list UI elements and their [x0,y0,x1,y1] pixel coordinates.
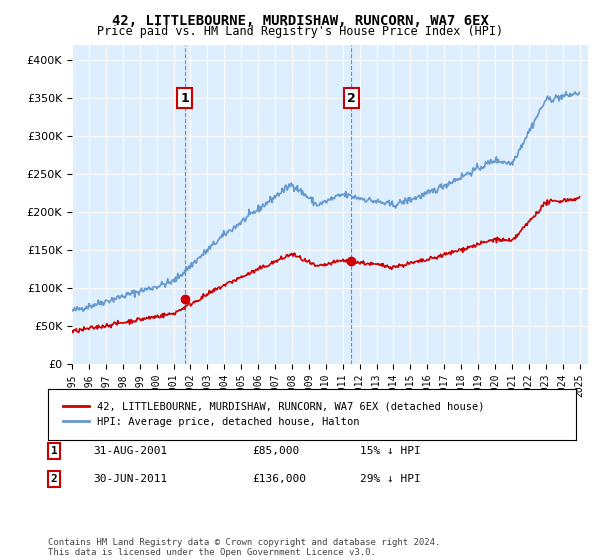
Text: 1: 1 [181,91,189,105]
Text: 1: 1 [50,446,58,456]
Text: 15% ↓ HPI: 15% ↓ HPI [360,446,421,456]
Text: £85,000: £85,000 [252,446,299,456]
Text: 42, LITTLEBOURNE, MURDISHAW, RUNCORN, WA7 6EX: 42, LITTLEBOURNE, MURDISHAW, RUNCORN, WA… [112,14,488,28]
Text: £136,000: £136,000 [252,474,306,484]
Legend: 42, LITTLEBOURNE, MURDISHAW, RUNCORN, WA7 6EX (detached house), HPI: Average pri: 42, LITTLEBOURNE, MURDISHAW, RUNCORN, WA… [58,398,488,431]
Text: 2: 2 [50,474,58,484]
Text: 31-AUG-2001: 31-AUG-2001 [93,446,167,456]
Text: Contains HM Land Registry data © Crown copyright and database right 2024.
This d: Contains HM Land Registry data © Crown c… [48,538,440,557]
Text: 30-JUN-2011: 30-JUN-2011 [93,474,167,484]
Text: 29% ↓ HPI: 29% ↓ HPI [360,474,421,484]
Text: Price paid vs. HM Land Registry's House Price Index (HPI): Price paid vs. HM Land Registry's House … [97,25,503,38]
Text: 2: 2 [347,91,356,105]
